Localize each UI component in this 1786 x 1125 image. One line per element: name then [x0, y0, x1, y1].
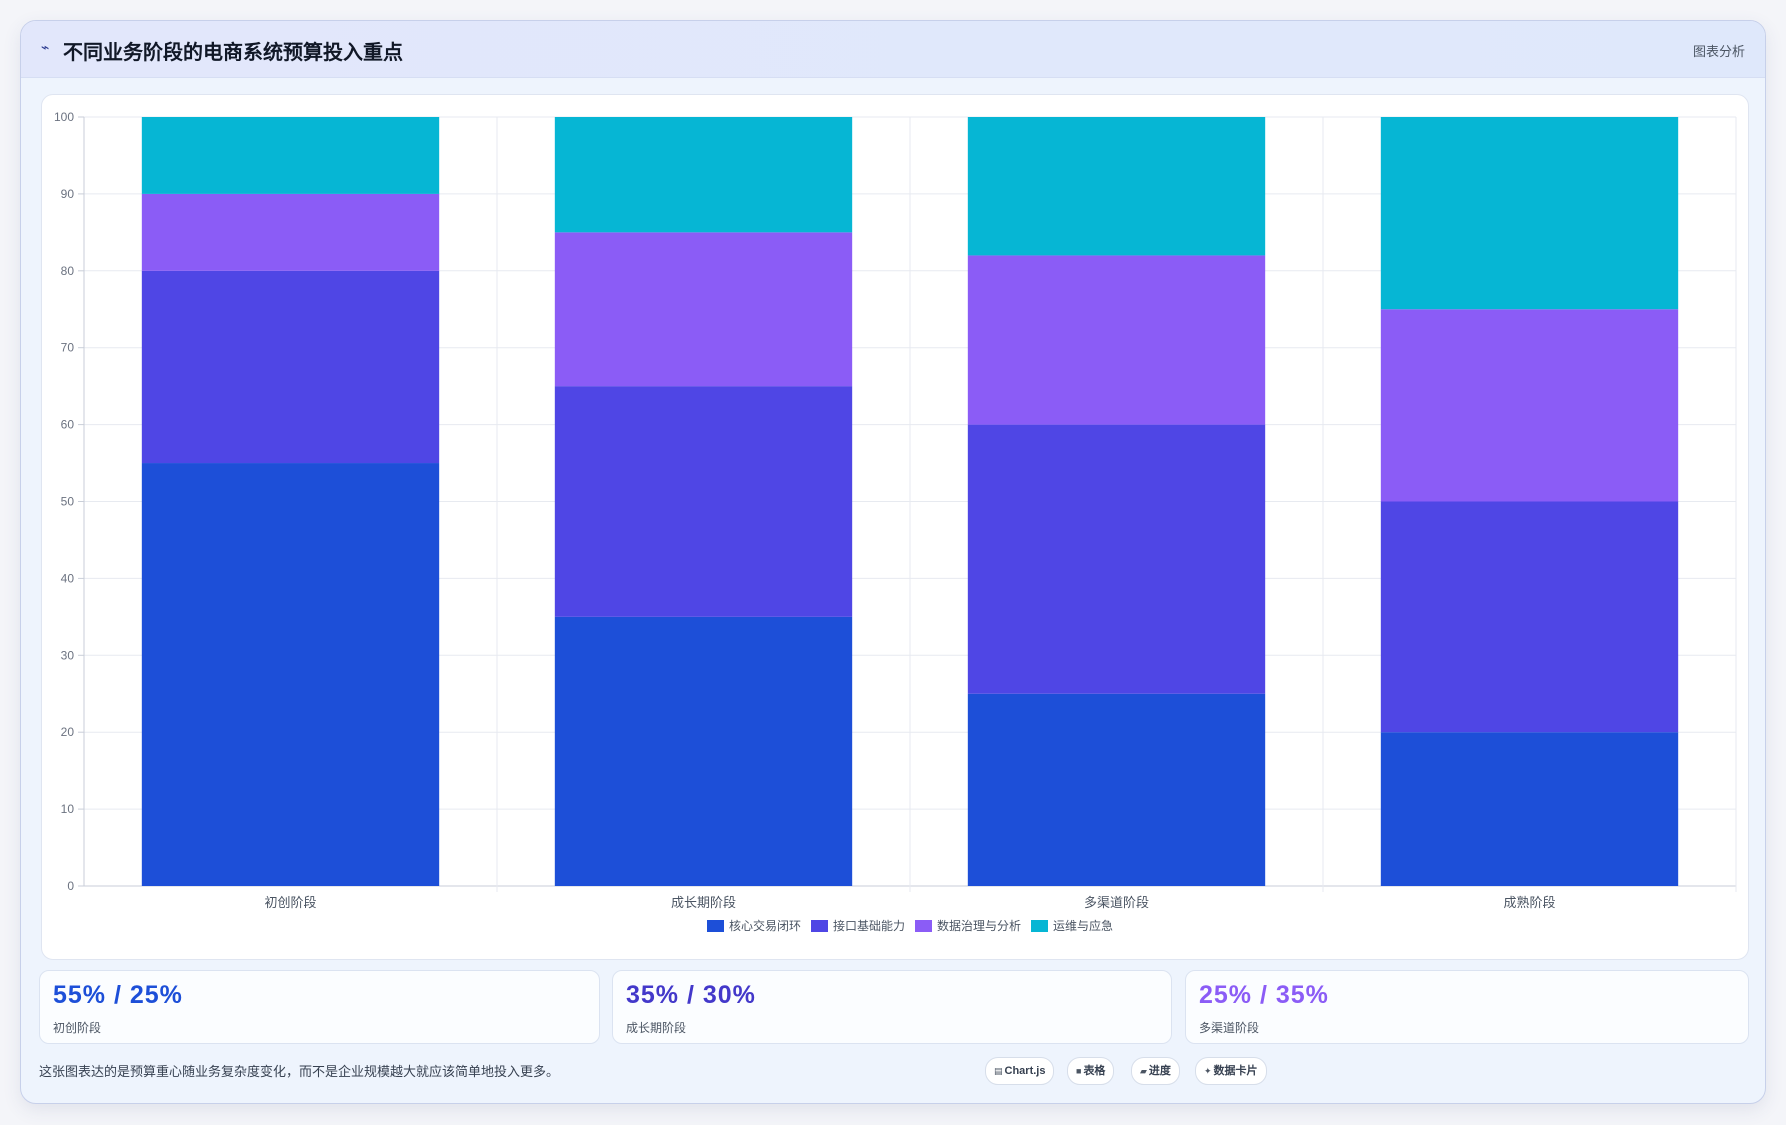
tag-progress[interactable]: ▰ 进度: [1131, 1057, 1180, 1085]
bar-segment: [141, 270, 440, 464]
stat-value: 25% / 35%: [1199, 981, 1329, 1009]
y-tick-label: 60: [61, 418, 75, 432]
chart-footnote: 这张图表达的是预算重心随业务复杂度变化，而不是企业规模越大就应该简单地投入更多。: [39, 1064, 560, 1079]
chart-panel: 0 10 20 30 40 50 60 70 80 90 100 初创阶段 成长期阶段 多渠道阶段 成熟阶段…: [41, 94, 1749, 960]
bar-segment: [1380, 501, 1679, 733]
datacard-icon: ✦: [1204, 1066, 1212, 1076]
legend-swatch: [707, 920, 724, 932]
y-tick-label: 20: [61, 725, 75, 739]
bar-segment: [554, 616, 853, 886]
y-tick-label: 30: [61, 648, 75, 662]
stat-card-startup: 55% / 25% 初创阶段: [39, 970, 600, 1044]
page-title: 不同业务阶段的电商系统预算投入重点: [63, 42, 403, 64]
legend-swatch: [1031, 920, 1048, 932]
bar-segment: [967, 693, 1266, 886]
bar-segment: [967, 255, 1266, 425]
stat-card-growth: 35% / 30% 成长期阶段: [612, 970, 1172, 1044]
card-header: ⌁ 不同业务阶段的电商系统预算投入重点 图表分析: [21, 21, 1765, 78]
y-tick-label: 70: [61, 341, 75, 355]
y-tick-label: 90: [61, 187, 75, 201]
y-tick-label: 10: [61, 802, 75, 816]
bar-segment: [554, 117, 853, 233]
table-icon: ■: [1076, 1066, 1082, 1076]
bar-segment: [554, 232, 853, 387]
legend-label: 核心交易闭环: [729, 918, 801, 933]
legend-label: 数据治理与分析: [937, 918, 1021, 933]
legend-label: 运维与应急: [1053, 918, 1113, 933]
bar-segment: [1380, 309, 1679, 502]
bar-segment: [967, 117, 1266, 256]
tag-label: 进度: [1148, 1065, 1171, 1077]
bar-segment: [1380, 117, 1679, 310]
tag-table[interactable]: ■ 表格: [1067, 1057, 1115, 1085]
tag-label: 数据卡片: [1213, 1065, 1258, 1077]
x-tick-label: 多渠道阶段: [1084, 895, 1149, 910]
tag-datacard[interactable]: ✦ 数据卡片: [1195, 1057, 1267, 1085]
stat-label: 初创阶段: [53, 1021, 102, 1035]
x-tick-label: 成熟阶段: [1503, 895, 1555, 910]
stat-label: 多渠道阶段: [1199, 1021, 1260, 1035]
stat-value: 35% / 30%: [626, 981, 756, 1009]
stat-card-multichannel: 25% / 35% 多渠道阶段: [1185, 970, 1749, 1044]
legend-label: 接口基础能力: [833, 918, 905, 933]
bar-segment: [554, 386, 853, 617]
bar-segment: [1380, 732, 1679, 886]
chart-icon: ▤: [994, 1066, 1003, 1076]
bar-segment: [967, 424, 1266, 694]
x-tick-label: 成长期阶段: [671, 895, 736, 910]
stacked-bar-chart: 0 10 20 30 40 50 60 70 80 90 100 初创阶段 成长期阶段 多渠道阶段 成熟阶段…: [54, 110, 1737, 933]
chart-card: ⌁ 不同业务阶段的电商系统预算投入重点 图表分析 0 10 20 30 40 50 60 70…: [20, 20, 1766, 1104]
y-tick-label: 100: [54, 110, 74, 124]
y-tick-label: 40: [61, 571, 75, 585]
legend-swatch: [811, 920, 828, 932]
x-tick-label: 初创阶段: [264, 895, 316, 910]
tag-label: 表格: [1083, 1065, 1106, 1077]
tag-chartjs[interactable]: ▤ Chart.js: [985, 1057, 1055, 1085]
bar-segment: [141, 117, 440, 194]
y-tick-label: 0: [67, 879, 74, 893]
bar-segment: [141, 463, 440, 886]
bar-segment: [141, 193, 440, 271]
trend-icon: ⌁: [41, 39, 50, 55]
y-tick-label: 80: [61, 264, 75, 278]
chart-analysis-label: 图表分析: [1692, 44, 1745, 59]
tag-label: Chart.js: [1004, 1065, 1046, 1077]
stat-label: 成长期阶段: [626, 1021, 687, 1035]
progress-icon: ▰: [1140, 1066, 1147, 1076]
stat-value: 55% / 25%: [53, 981, 183, 1009]
legend-swatch: [915, 920, 932, 932]
y-tick-label: 50: [61, 495, 75, 509]
